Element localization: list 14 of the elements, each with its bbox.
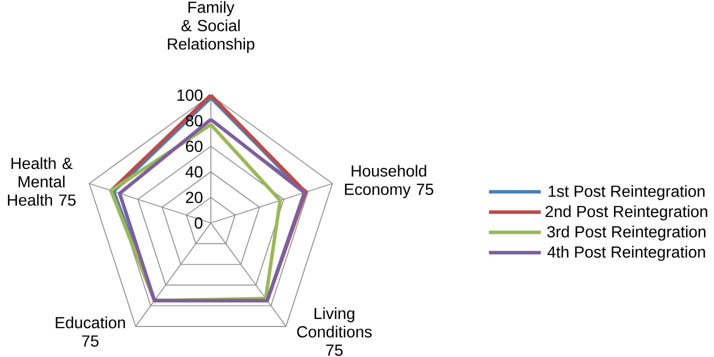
y-tick-label: 40	[186, 166, 202, 178]
legend-label: 1st Post Reintegration	[548, 185, 705, 200]
legend-label: 3rd Post Reintegration	[547, 226, 706, 241]
legend-label: 4th Post Reintegration	[547, 246, 705, 261]
spoke-label: Living Conditions 75	[297, 307, 372, 356]
y-tick-label: 20	[186, 192, 202, 204]
y-tick-label: 100	[177, 89, 202, 101]
spoke-label: Health & Mental Health 75	[8, 157, 76, 206]
y-tick-label: 60	[186, 140, 202, 152]
spoke-label: Household Economy 75	[345, 164, 434, 198]
legend-label: 2nd Post Reintegration	[546, 205, 708, 220]
y-tick-label: 0	[194, 217, 202, 229]
spoke-label: Education 75	[56, 316, 125, 347]
spoke-label: Family & Social Relationship	[168, 1, 254, 53]
